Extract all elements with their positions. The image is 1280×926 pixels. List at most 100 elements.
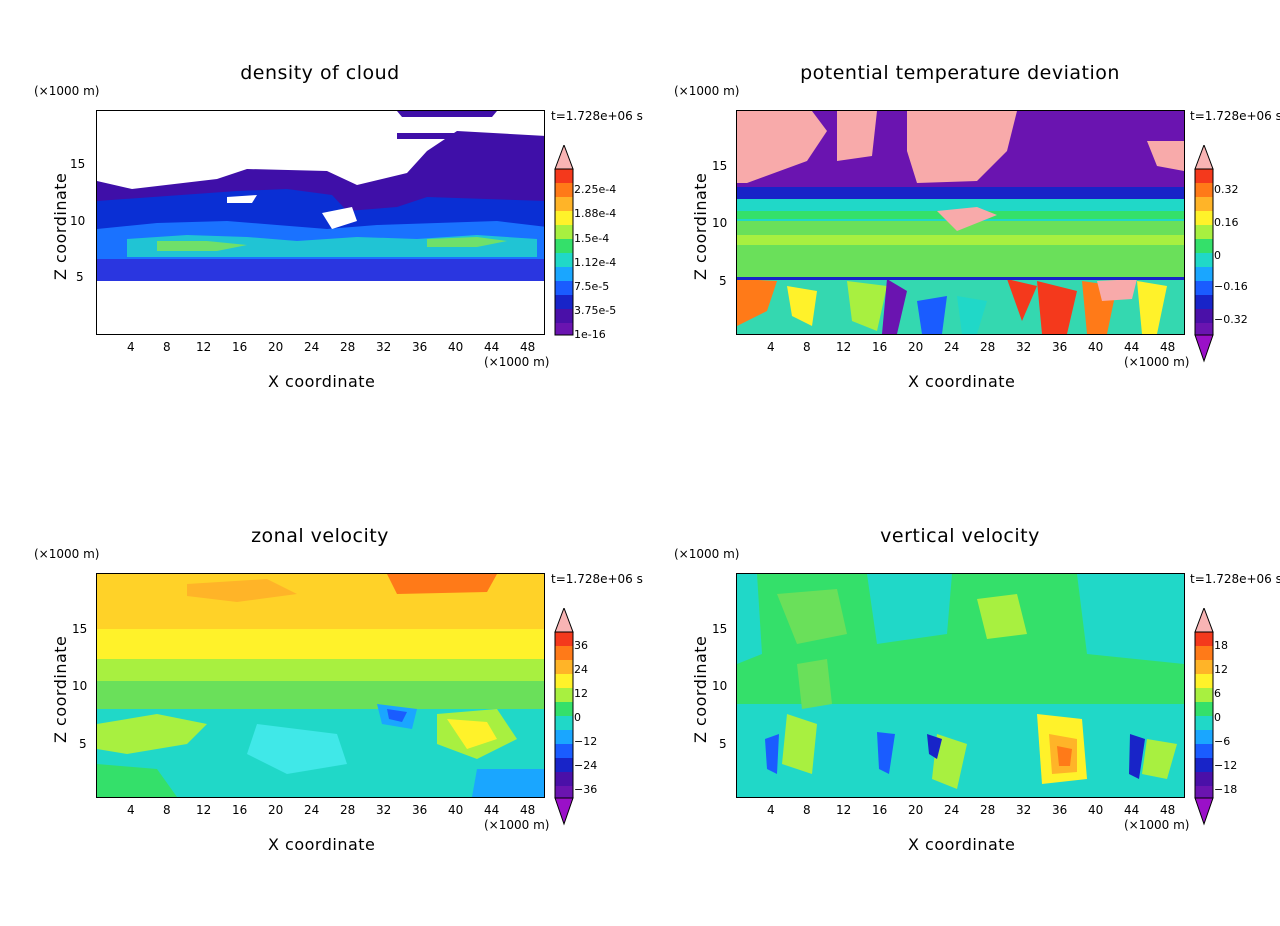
colorbar-label: 2.25e-4 [574, 183, 617, 196]
x-tick: 48 [520, 340, 536, 354]
x-tick: 28 [980, 803, 996, 817]
x-tick: 44 [484, 340, 500, 354]
y-tick: 5 [76, 270, 84, 284]
colorbar-label: −24 [574, 759, 598, 772]
x-tick: 40 [448, 803, 464, 817]
y-tick: 15 [70, 157, 86, 171]
chart-title: potential temperature deviation [800, 62, 1120, 84]
colorbar-label: 1.12e-4 [574, 256, 617, 269]
x-tick: 24 [944, 340, 960, 354]
colorbar-label: 0.16 [1214, 216, 1239, 229]
colorbar-label: 7.5e-5 [574, 280, 610, 293]
y-unit-label: (×1000 m) [34, 547, 100, 561]
x-tick: 16 [232, 340, 248, 354]
colorbar [554, 145, 574, 336]
colorbar-label: 3.75e-5 [574, 304, 617, 317]
x-tick: 4 [767, 803, 775, 817]
x-tick: 36 [1052, 803, 1068, 817]
y-tick: 5 [719, 274, 727, 288]
cloud-density-field [97, 111, 544, 281]
y-tick: 15 [72, 622, 88, 636]
colorbar-label: 12 [574, 687, 588, 700]
colorbar-label: 6 [1214, 687, 1221, 700]
colorbar-label: 36 [574, 639, 588, 652]
colorbar-label: 0.32 [1214, 183, 1239, 196]
y-tick: 10 [712, 216, 728, 230]
x-tick: 48 [1160, 340, 1176, 354]
chart-title: density of cloud [240, 62, 400, 84]
x-unit-label: (×1000 m) [484, 818, 550, 832]
x-tick: 36 [412, 340, 428, 354]
x-tick: 20 [908, 803, 924, 817]
x-tick: 28 [980, 340, 996, 354]
x-tick: 44 [484, 803, 500, 817]
colorbar [1194, 608, 1214, 826]
y-tick: 15 [712, 159, 728, 173]
x-tick: 8 [163, 340, 171, 354]
plot-area [736, 573, 1185, 798]
y-tick: 10 [72, 679, 88, 693]
colorbar-label: −36 [574, 783, 598, 796]
x-axis-label: X coordinate [268, 372, 376, 391]
x-unit-label: (×1000 m) [1124, 818, 1190, 832]
colorbar-label: 1e-16 [574, 328, 606, 341]
x-tick: 24 [304, 803, 320, 817]
x-tick: 32 [1016, 340, 1032, 354]
chart-title: zonal velocity [251, 525, 389, 547]
colorbar-label: −0.16 [1214, 280, 1248, 293]
x-tick: 12 [836, 803, 852, 817]
x-tick: 40 [1088, 803, 1104, 817]
colorbar [554, 608, 574, 826]
colorbar-label: 1.5e-4 [574, 232, 610, 245]
x-tick: 12 [196, 340, 212, 354]
x-tick: 4 [767, 340, 775, 354]
colorbar-label: −12 [1214, 759, 1238, 772]
colorbar-label: 0 [1214, 249, 1221, 262]
potential-temperature-field [737, 111, 1184, 334]
x-tick: 32 [1016, 803, 1032, 817]
x-tick: 32 [376, 340, 392, 354]
x-tick: 20 [908, 340, 924, 354]
x-tick: 16 [872, 803, 888, 817]
y-unit-label: (×1000 m) [34, 84, 100, 98]
x-tick: 12 [836, 340, 852, 354]
x-tick: 4 [127, 340, 135, 354]
x-tick: 8 [803, 803, 811, 817]
colorbar [1194, 145, 1214, 363]
x-tick: 28 [340, 340, 356, 354]
x-tick: 12 [196, 803, 212, 817]
x-tick: 24 [944, 803, 960, 817]
x-tick: 20 [268, 803, 284, 817]
colorbar-label: 24 [574, 663, 588, 676]
x-tick: 44 [1124, 340, 1140, 354]
x-tick: 36 [1052, 340, 1068, 354]
colorbar-label: −12 [574, 735, 598, 748]
colorbar-label: 12 [1214, 663, 1228, 676]
time-label: t=1.728e+06 s [1190, 572, 1280, 586]
y-axis-label: Z coordinate [691, 172, 710, 280]
colorbar-label: 1.88e-4 [574, 207, 617, 220]
colorbar-label: −0.32 [1214, 313, 1248, 326]
zonal-velocity-field [97, 574, 544, 797]
y-tick: 5 [719, 737, 727, 751]
y-tick: 10 [712, 679, 728, 693]
plot-area [736, 110, 1185, 335]
x-tick: 40 [448, 340, 464, 354]
x-tick: 16 [232, 803, 248, 817]
y-tick: 10 [70, 214, 86, 228]
x-tick: 8 [803, 340, 811, 354]
x-tick: 32 [376, 803, 392, 817]
x-tick: 36 [412, 803, 428, 817]
y-unit-label: (×1000 m) [674, 84, 740, 98]
y-unit-label: (×1000 m) [674, 547, 740, 561]
y-axis-label: Z coordinate [691, 635, 710, 743]
time-label: t=1.728e+06 s [1190, 109, 1280, 123]
x-tick: 44 [1124, 803, 1140, 817]
x-unit-label: (×1000 m) [1124, 355, 1190, 369]
y-axis-label: Z coordinate [51, 172, 70, 280]
plot-area [96, 110, 545, 335]
colorbar-label: −6 [1214, 735, 1231, 748]
plot-area [96, 573, 545, 798]
chart-title: vertical velocity [880, 525, 1040, 547]
x-axis-label: X coordinate [908, 372, 1016, 391]
